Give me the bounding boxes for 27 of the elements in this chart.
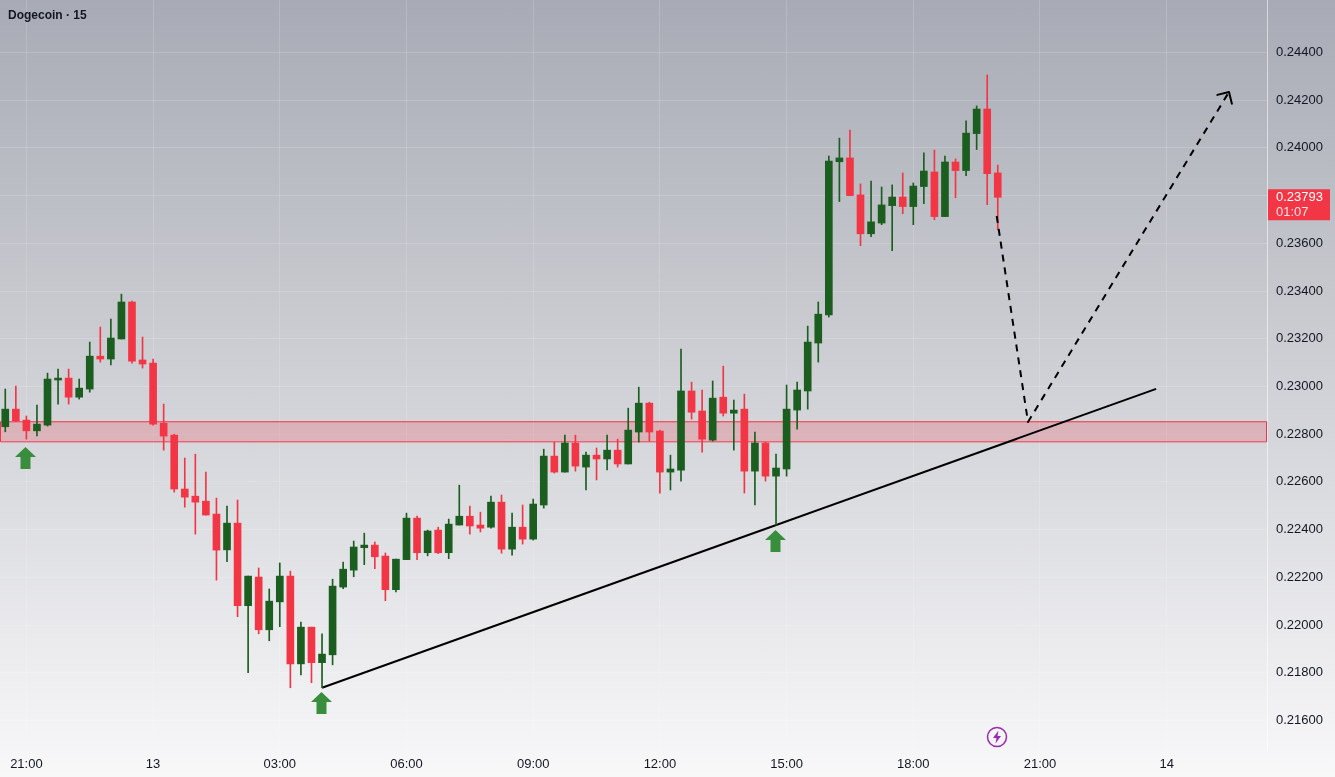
y-tick-label: 0.23000 xyxy=(1276,378,1323,394)
x-tick-label: 13 xyxy=(145,756,161,772)
y-tick-label: 0.23600 xyxy=(1276,234,1323,250)
text: Dogecoin · 15 xyxy=(8,8,87,23)
y-tick-label: 0.24400 xyxy=(1276,44,1323,60)
x-tick-label: 06:00 xyxy=(390,756,423,772)
y-tick-label: 0.22200 xyxy=(1276,568,1323,584)
y-tick-label: 0.23400 xyxy=(1276,282,1323,298)
x-tick-label: 03:00 xyxy=(263,756,297,772)
x-tick-label: 18:00 xyxy=(897,756,930,772)
x-tick-label: 14 xyxy=(1159,756,1174,772)
y-tick-label: 0.21600 xyxy=(1276,712,1323,727)
y-tick-label: 0.21800 xyxy=(1276,664,1323,680)
y-tick-label: 0.24000 xyxy=(1276,139,1323,155)
x-tick-label: 12:00 xyxy=(643,756,677,772)
y-tick-label: 0.24200 xyxy=(1276,91,1323,107)
x-tick-label: 09:00 xyxy=(516,756,550,772)
y-tick-label: 0.23200 xyxy=(1276,330,1323,346)
x-tick-label: 21:00 xyxy=(10,756,43,772)
x-tick-label: 21:00 xyxy=(1023,756,1057,772)
text: 0.23793 xyxy=(1276,189,1323,205)
x-tick-label: 15:00 xyxy=(770,756,803,772)
text: 01:07 xyxy=(1276,204,1309,220)
y-tick-label: 0.22400 xyxy=(1276,521,1323,537)
y-tick-label: 0.22600 xyxy=(1276,473,1323,489)
y-tick-label: 0.22000 xyxy=(1276,616,1323,632)
y-tick-label: 0.22800 xyxy=(1276,425,1323,441)
